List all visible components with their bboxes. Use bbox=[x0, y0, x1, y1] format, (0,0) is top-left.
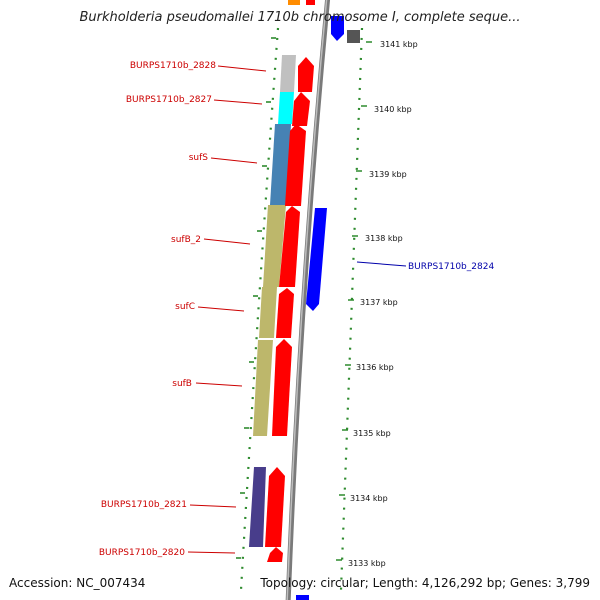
cds-arrow-2827 bbox=[292, 92, 310, 126]
gene-label-sufC: sufC bbox=[175, 302, 195, 312]
reverse-label-leader bbox=[356, 261, 407, 267]
outer-tick-track bbox=[339, 27, 364, 591]
gene-label-2820: BURPS1710b_2820 bbox=[99, 548, 185, 558]
track-sufB bbox=[253, 340, 273, 436]
backbone-inner bbox=[286, 0, 328, 600]
cds-arrow-sufB bbox=[272, 339, 292, 436]
cds-arrow-sufS bbox=[285, 124, 306, 206]
kbp-label-3134: 3134 kbp bbox=[350, 494, 388, 503]
feature-top-orange bbox=[288, 0, 300, 5]
gene-label-2828: BURPS1710b_2828 bbox=[130, 61, 216, 71]
kbp-label-3136: 3136 kbp bbox=[356, 363, 394, 372]
gene-label-sufS: sufS bbox=[189, 153, 209, 163]
accession-text: Accession: NC_007434 bbox=[9, 576, 146, 590]
scale-labels: 3141 kbp 3140 kbp 3139 kbp 3138 kbp 3137… bbox=[336, 40, 418, 568]
kbp-label-3140: 3140 kbp bbox=[374, 105, 412, 114]
track-2821 bbox=[249, 467, 266, 547]
topology-text: Topology: circular; Length: 4,126,292 bp… bbox=[260, 576, 590, 590]
gene-label-2821: BURPS1710b_2821 bbox=[101, 500, 187, 510]
feature-top-grey bbox=[347, 30, 360, 43]
kbp-label-3138: 3138 kbp bbox=[365, 234, 403, 243]
gene-label-sufB_2: sufB_2 bbox=[171, 235, 201, 245]
cds-arrow-sufB_2 bbox=[279, 206, 300, 287]
cds-arrow-sufC bbox=[276, 288, 294, 338]
kbp-label-3137: 3137 kbp bbox=[360, 298, 398, 307]
track-2827 bbox=[278, 92, 294, 124]
map-title: Burkholderia pseudomallei 1710b chromoso… bbox=[79, 10, 521, 25]
gene-label-2824: BURPS1710b_2824 bbox=[408, 262, 494, 272]
track-sufS bbox=[270, 124, 291, 205]
cds-arrow-2824 bbox=[306, 208, 327, 311]
track-2828 bbox=[280, 55, 296, 92]
kbp-label-3135: 3135 kbp bbox=[353, 429, 391, 438]
track-sufC bbox=[259, 287, 277, 338]
cds-arrow-2828 bbox=[298, 57, 314, 92]
gene-labels: BURPS1710b_2828 BURPS1710b_2827 sufS suf… bbox=[99, 61, 495, 558]
cds-arrow-2820 bbox=[267, 547, 283, 562]
track-sufB_2 bbox=[263, 205, 286, 287]
backbone-outer bbox=[285, 0, 331, 600]
gene-label-2827: BURPS1710b_2827 bbox=[126, 95, 212, 105]
gene-label-sufB: sufB bbox=[172, 379, 192, 389]
inner-tick-dashes bbox=[236, 37, 276, 559]
forward-label-leaders bbox=[187, 65, 267, 554]
kbp-label-3133: 3133 kbp bbox=[348, 559, 386, 568]
feature-top-blue bbox=[331, 16, 344, 41]
kbp-label-3139: 3139 kbp bbox=[369, 170, 407, 179]
feature-bottom-blue bbox=[296, 595, 309, 600]
cds-arrow-2821 bbox=[265, 467, 285, 547]
feature-top-red bbox=[306, 0, 315, 5]
kbp-label-3141: 3141 kbp bbox=[380, 40, 418, 49]
